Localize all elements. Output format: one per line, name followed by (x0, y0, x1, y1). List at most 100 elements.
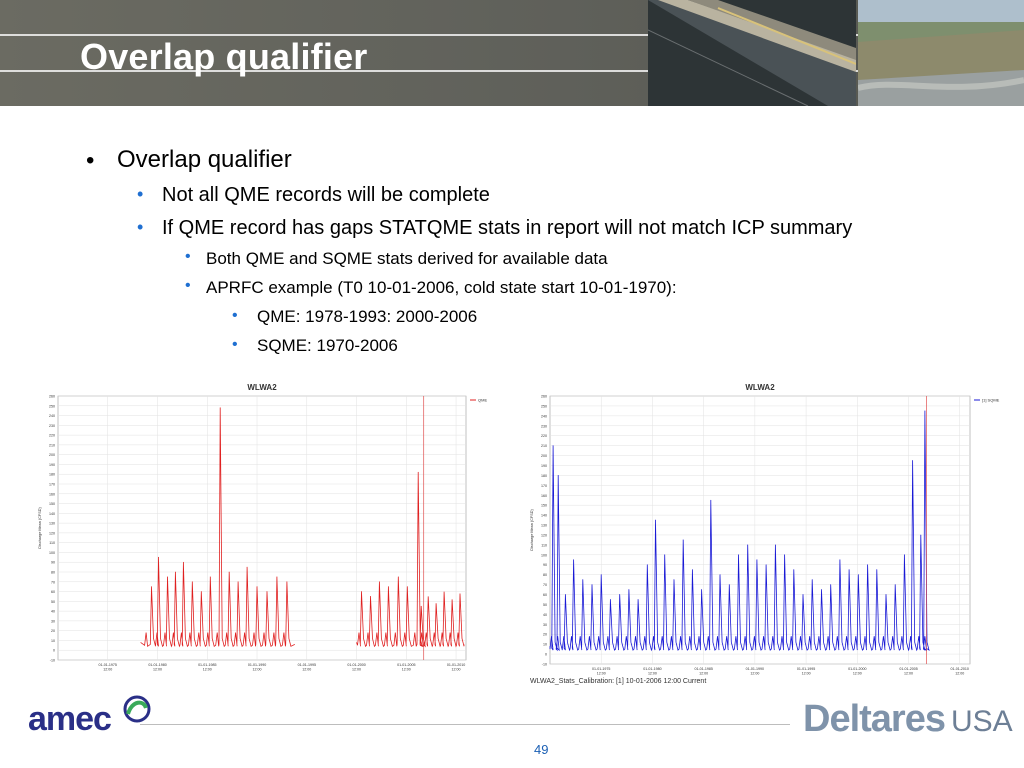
data-point (655, 519, 656, 521)
data-point (600, 574, 602, 576)
data-point (591, 584, 593, 585)
y-tick-label: -10 (542, 663, 547, 667)
data-point (682, 539, 684, 541)
data-point (420, 605, 422, 607)
plot-area (549, 395, 971, 665)
x-tick-label: 01-01-1975 (592, 667, 610, 671)
y-tick-label: 260 (49, 395, 55, 399)
x-tick-label: 12:00 (750, 672, 759, 676)
data-point (924, 410, 926, 412)
data-point (228, 571, 230, 573)
y-tick-label: 30 (543, 623, 547, 627)
y-tick-label: 240 (541, 414, 547, 418)
y-tick-label: 80 (51, 571, 55, 575)
data-point (637, 599, 639, 600)
x-tick-label: 01-01-1990 (746, 667, 764, 671)
bullet-dot: • (232, 307, 238, 324)
y-tick-label: 200 (49, 453, 55, 457)
y-axis-label: Discharge Mean (CFSD) (530, 508, 534, 550)
y-tick-label: 110 (49, 541, 55, 545)
x-tick-label: 01-01-1995 (797, 667, 815, 671)
y-tick-label: 10 (543, 643, 547, 647)
bullet-dot: • (185, 248, 191, 265)
data-point (151, 586, 152, 588)
data-point (610, 599, 611, 600)
legend-label: QME (478, 398, 487, 403)
data-point (266, 591, 268, 592)
data-point (167, 576, 168, 578)
data-point (573, 559, 574, 561)
bullet-dot: • (86, 147, 95, 174)
data-point (564, 594, 566, 595)
sqme-chart-svg: WLWA2 -10 0 10 20 30 40 50 60 70 80 90 100 110 120 130 1… (530, 383, 1000, 676)
data-point (857, 574, 859, 576)
bullet-dot: • (137, 217, 144, 237)
y-tick-label: 20 (51, 629, 55, 633)
data-point (894, 584, 896, 585)
y-tick-label: 160 (541, 494, 547, 498)
data-point (876, 569, 878, 571)
bridge-photo (648, 0, 856, 106)
data-point (673, 579, 675, 581)
footer-rule (140, 724, 790, 725)
y-axis-label: Discharge Mean (CFSD) (38, 506, 42, 548)
x-tick-label: 01-01-1985 (198, 663, 216, 667)
x-tick-label: 12:00 (402, 668, 411, 672)
y-tick-label: 30 (51, 619, 55, 623)
bullet-level2: Not all QME records will be complete (162, 184, 490, 206)
x-tick-label: 01-01-1985 (694, 667, 712, 671)
y-tick-label: 20 (543, 633, 547, 637)
x-tick-label: 01-01-2010 (447, 663, 465, 667)
y-tick-label: 0 (545, 653, 547, 657)
data-point (802, 594, 804, 595)
x-tick-label: 01-01-2000 (848, 667, 866, 671)
title-banner: Overlap qualifier (0, 0, 1024, 106)
data-point (912, 460, 914, 461)
data-point (552, 445, 554, 447)
x-tick-label: 01-01-1990 (248, 663, 266, 667)
x-tick-label: 12:00 (302, 668, 311, 672)
data-point (286, 581, 288, 583)
data-point (175, 571, 176, 573)
x-tick-label: 12:00 (203, 668, 212, 672)
y-tick-label: 210 (541, 444, 547, 448)
data-point (276, 576, 278, 578)
data-point (867, 564, 868, 566)
y-tick-label: 50 (51, 600, 55, 604)
x-tick-label: 01-01-1995 (298, 663, 316, 667)
y-tick-label: 60 (51, 590, 55, 594)
data-point (628, 589, 630, 590)
y-tick-label: 50 (543, 603, 547, 607)
bullet-level3: APRFC example (T0 10-01-2006, cold state… (206, 278, 677, 297)
bullet-level1: Overlap qualifier (117, 146, 292, 173)
y-tick-label: 120 (49, 531, 55, 535)
data-point (158, 556, 159, 558)
y-tick-label: 120 (541, 533, 547, 537)
y-tick-label: 100 (49, 551, 55, 555)
x-tick-label: 12:00 (955, 672, 964, 676)
x-tick-label: 01-01-2005 (397, 663, 415, 667)
bullet-level2: If QME record has gaps STATQME stats in … (162, 217, 853, 239)
data-point (664, 554, 666, 556)
y-tick-label: 180 (49, 473, 55, 477)
data-point (821, 589, 822, 590)
y-tick-label: 250 (49, 404, 55, 408)
y-tick-label: 250 (541, 404, 547, 408)
chart-caption: WLWA2_Stats_Calibration: [1] 10-01-2006 … (530, 678, 707, 685)
y-tick-label: 230 (49, 424, 55, 428)
deltares-logo: Deltares USA (803, 698, 1013, 741)
deltares-logo-suffix: USA (950, 705, 1013, 738)
data-point (200, 591, 202, 592)
data-point (885, 594, 887, 595)
x-tick-label: 12:00 (597, 672, 606, 676)
data-point (774, 544, 776, 546)
chart-title: WLWA2 (745, 383, 775, 392)
sqme-chart: WLWA2 -10 0 10 20 30 40 50 60 70 80 90 100 110 120 130 1… (520, 378, 1008, 678)
data-point (904, 554, 905, 556)
data-point (747, 544, 749, 546)
y-tick-label: 60 (543, 593, 547, 597)
x-tick-label: 01-01-1980 (148, 663, 166, 667)
data-point (756, 559, 758, 561)
y-tick-label: 40 (51, 610, 55, 614)
data-point (848, 569, 850, 571)
